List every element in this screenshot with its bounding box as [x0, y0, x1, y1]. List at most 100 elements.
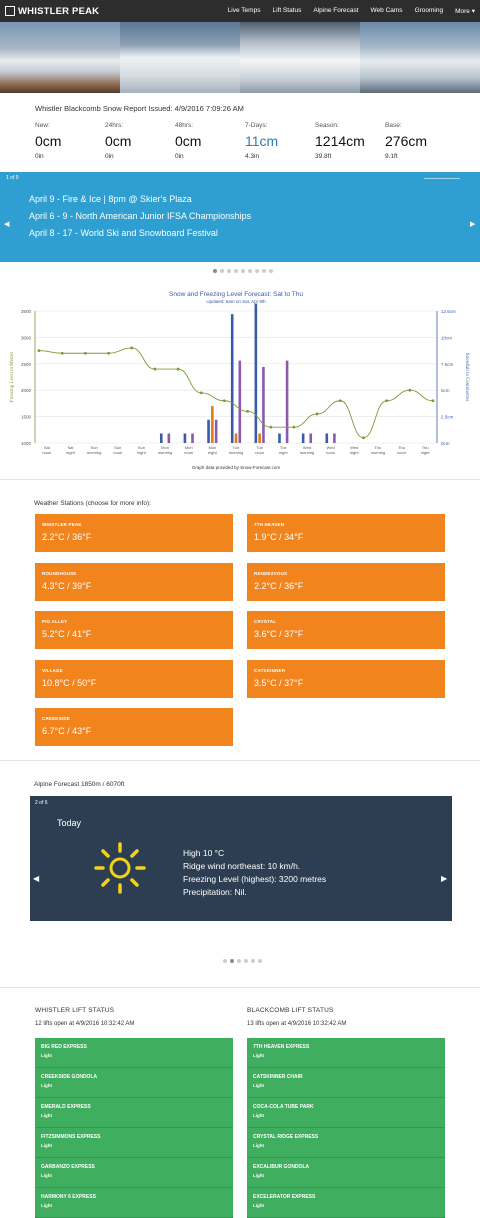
- left-tick-label: 1000: [21, 441, 32, 446]
- next-arrow-icon[interactable]: ▶: [470, 221, 476, 228]
- lift-row[interactable]: EXCALIBUR GONDOLA Light: [247, 1158, 445, 1188]
- snow-stat-value: 276cm: [385, 133, 428, 149]
- webcam-image-3[interactable]: [240, 22, 360, 93]
- lift-row[interactable]: FITZSIMMONS EXPRESS Light: [35, 1128, 233, 1158]
- lift-row[interactable]: COCA-COLA TUBE PARK Light: [247, 1098, 445, 1128]
- event-item[interactable]: April 9 - Fire & Ice | 8pm @ Skier's Pla…: [29, 194, 192, 204]
- whistler-lift-summary: 12 lifts open at 4/9/2016 10:32:42 AM: [35, 1021, 135, 1027]
- station-temp: 4.3°C / 39°F: [42, 580, 92, 591]
- pager-dot[interactable]: [258, 959, 262, 963]
- bar-mixed: [238, 360, 242, 443]
- x-tick-day: Sun: [91, 445, 98, 450]
- freezing-level-point: [431, 399, 435, 403]
- brand-title[interactable]: WHISTLER PEAK: [18, 5, 100, 17]
- pager-dot[interactable]: [213, 269, 217, 273]
- station-temp: 2.2°C / 36°F: [42, 532, 92, 542]
- pager-dot[interactable]: [244, 959, 248, 963]
- nav-lift-status[interactable]: Lift Status: [272, 7, 302, 14]
- pager-dot[interactable]: [251, 959, 255, 963]
- station-name: CATSKINNER: [254, 667, 286, 673]
- weather-station-tile[interactable]: PIG ALLEY 5.2°C / 41°F: [35, 611, 233, 649]
- webcam-image-4[interactable]: [360, 22, 480, 93]
- x-tick-period: noon: [255, 450, 264, 455]
- pager-dot[interactable]: [237, 959, 241, 963]
- weather-station-tile[interactable]: WHISTLER PEAK 2.2°C / 36°F: [35, 514, 233, 552]
- lift-row[interactable]: EMERALD EXPRESS Light: [35, 1098, 233, 1128]
- station-temp: 3.5°C / 37°F: [254, 677, 304, 688]
- event-item[interactable]: April 6 - 9 - North American Junior IFSA…: [29, 211, 252, 221]
- station-name: PIG ALLEY: [42, 619, 68, 624]
- alpine-day: Today: [57, 818, 82, 828]
- pager-dot[interactable]: [262, 269, 266, 273]
- nav-more[interactable]: More ▾: [455, 8, 475, 15]
- x-tick-day: Mon: [208, 445, 216, 450]
- logo-icon[interactable]: [5, 6, 15, 16]
- station-temp: 1.9°C / 34°F: [254, 532, 304, 542]
- station-name: RENDEZVOUS: [254, 570, 288, 576]
- station-temp: 6.7°C / 43°F: [42, 726, 92, 736]
- chart-credit: Graph data provided by Snow-Forecast.com: [192, 465, 281, 470]
- x-tick-day: Wed: [350, 445, 358, 450]
- lift-name: CATSKINNER CHAIR: [253, 1074, 303, 1080]
- pager-dot[interactable]: [241, 269, 245, 273]
- bar-mixed: [191, 433, 194, 443]
- nav-alpine-forecast[interactable]: Alpine Forecast: [313, 7, 359, 14]
- prev-arrow-icon[interactable]: ◀: [4, 221, 10, 228]
- lift-row[interactable]: HARMONY 6 EXPRESS Light: [35, 1188, 233, 1218]
- snow-stat: 24hrs: 0cm 0in: [105, 122, 175, 160]
- bar-snow: [301, 433, 305, 443]
- pager-dot[interactable]: [234, 269, 238, 273]
- nav-web-cams[interactable]: Web Cams: [370, 7, 403, 14]
- pager-dot[interactable]: [269, 269, 273, 273]
- lift-row[interactable]: 7TH HEAVEN EXPRESS Light: [247, 1038, 445, 1068]
- weather-stations-title: Weather Stations (choose for more info):: [34, 500, 151, 507]
- weather-station-tile[interactable]: VILLAGE 10.8°C / 50°F: [35, 659, 233, 698]
- bar-mixed: [285, 360, 289, 443]
- weather-station-tile[interactable]: RENDEZVOUS 2.2°C / 36°F: [247, 562, 445, 601]
- right-tick-label: 12.5cm: [441, 309, 456, 314]
- event-item[interactable]: April 8 - 17 - World Ski and Snowboard F…: [29, 228, 218, 238]
- lift-row[interactable]: BIG RED EXPRESS Light: [35, 1038, 233, 1068]
- sun-icon: [94, 842, 146, 894]
- nav-grooming[interactable]: Grooming: [414, 7, 444, 14]
- snow-stat-imperial: 0in: [35, 153, 44, 160]
- pager-dot[interactable]: [230, 959, 234, 963]
- prev-arrow-icon[interactable]: ◀: [33, 874, 40, 883]
- webcam-image-1[interactable]: [0, 22, 120, 93]
- lift-name: GARBANZO EXPRESS: [41, 1164, 95, 1170]
- station-temp: 10.8°C / 50°F: [42, 677, 97, 688]
- bar-mixed: [262, 366, 265, 443]
- pager-dot[interactable]: [227, 269, 231, 273]
- lift-row[interactable]: CRYSTAL RIDGE EXPRESS Light: [247, 1128, 445, 1158]
- snow-report: Whistler Blackcomb Snow Report Issued: 4…: [0, 93, 480, 160]
- weather-station-tile[interactable]: CREEKSIDE 6.7°C / 43°F: [35, 708, 233, 746]
- lift-row[interactable]: EXCELERATOR EXPRESS Light: [247, 1188, 445, 1218]
- lift-status: Light: [41, 1113, 52, 1118]
- lift-row[interactable]: CREEKSIDE GONDOLA Light: [35, 1068, 233, 1098]
- lift-status: Light: [253, 1113, 264, 1118]
- weather-station-tile[interactable]: ROUNDHOUSE 4.3°C / 39°F: [35, 562, 233, 601]
- weather-station-tile[interactable]: CRYSTAL 3.6°C / 37°F: [247, 611, 445, 649]
- pager-dot[interactable]: [255, 269, 259, 273]
- bar-mixed: [309, 433, 313, 443]
- pager-dot[interactable]: [248, 269, 252, 273]
- weather-station-tile[interactable]: 7TH HEAVEN 1.9°C / 34°F: [247, 514, 445, 552]
- snow-stat-label: 48hrs:: [175, 122, 194, 129]
- lift-row[interactable]: GARBANZO EXPRESS Light: [35, 1158, 233, 1188]
- webcam-image-2[interactable]: [120, 22, 240, 93]
- freezing-level-point: [408, 388, 412, 392]
- next-arrow-icon[interactable]: ▶: [441, 874, 448, 883]
- pager-dot[interactable]: [220, 269, 224, 273]
- weather-station-tile[interactable]: CATSKINNER 3.5°C / 37°F: [247, 659, 445, 698]
- lift-name: EXCELERATOR EXPRESS: [253, 1194, 316, 1200]
- nav-live-temps[interactable]: Live Temps: [227, 7, 261, 14]
- lift-row[interactable]: CATSKINNER CHAIR Light: [247, 1068, 445, 1098]
- pager-dot[interactable]: [223, 959, 227, 963]
- x-tick-period: morning: [87, 450, 101, 455]
- lift-name: EMERALD EXPRESS: [41, 1104, 91, 1110]
- top-navbar: WHISTLER PEAK Live Temps Lift Status Alp…: [0, 0, 480, 22]
- left-tick-label: 1500: [21, 415, 32, 420]
- alpine-pager: [223, 959, 262, 963]
- alpine-counter: 2 of 6: [35, 800, 48, 806]
- x-tick-period: noon: [113, 450, 122, 455]
